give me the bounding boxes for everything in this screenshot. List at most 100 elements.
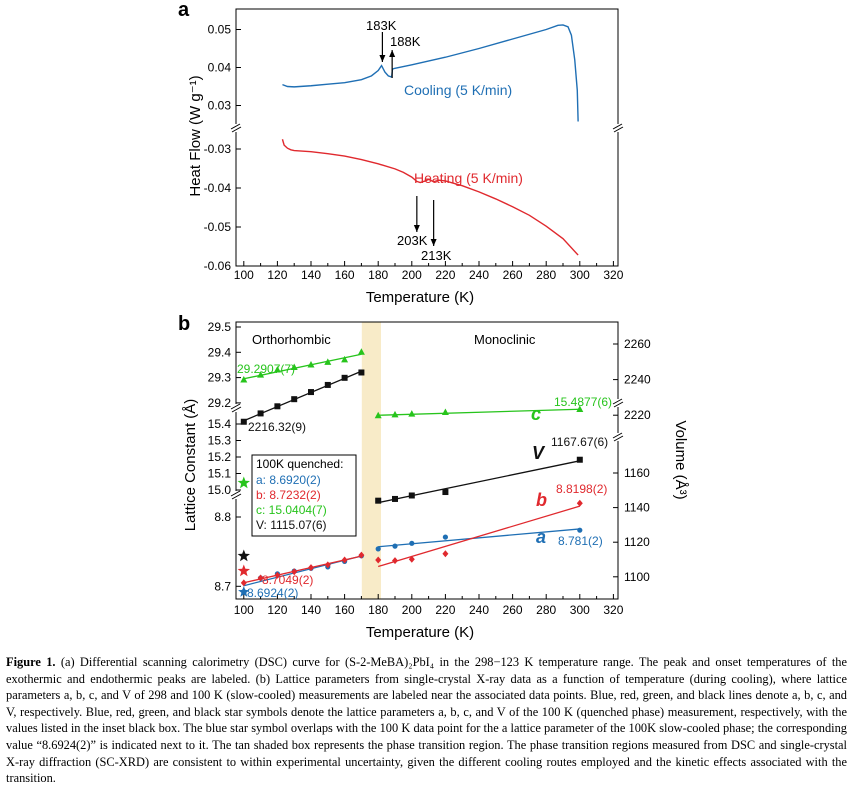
inset-title: 100K quenched: [256,457,343,471]
panel-a: a 100 120 140 160 180 200 220 240 260 280 300 320 0.… [178,0,624,306]
point-b [576,499,583,507]
inset-v: V: 1115.07(6) [256,518,327,532]
point-c [374,411,382,419]
axis-break-right-2-gap [613,433,623,441]
axis-break-left-slash [231,126,242,133]
panel-b-label: b [178,313,190,335]
x-tick-label: 260 [503,603,523,617]
inset-c: c: 15.0404(7) [256,503,327,517]
x-tick-label: 280 [536,268,556,282]
series-letter-b: b [536,490,547,510]
point-c [257,371,265,378]
panel-b-series [237,348,584,597]
panel-a-xlabel: Temperature (K) [366,289,474,306]
point-a [409,540,415,546]
point-V [274,403,281,410]
point-c [240,375,248,383]
axis-break-left-slash [230,123,241,130]
y-right-tick-label: 2240 [624,373,651,387]
point-c [324,358,332,365]
x-tick-label: 100 [234,268,254,282]
transition-region [361,322,381,599]
point-V [358,369,365,376]
point-b [408,555,415,563]
point-V [257,410,264,417]
axis-break-left-1-slash [230,403,241,410]
quenched-inset: 100K quenched: a: 8.6920(2) b: 8.7232(2)… [251,454,357,537]
y-right-tick-label: 1100 [624,570,650,584]
point-c [576,405,584,413]
panel-b-xlabel: Temperature (K) [366,624,474,641]
fit-line-a [378,528,580,548]
point-c [391,410,399,418]
y-right-tick-label: 1140 [624,501,650,515]
axis-break-left-1-gap [231,404,241,412]
x-tick-label: 160 [335,603,355,617]
x-tick-label: 260 [503,268,523,282]
x-tick-label: 320 [603,268,623,282]
y-left-tick-label: 15.0 [208,483,232,497]
y-left-tick-label: 29.5 [208,320,232,334]
axis-break-right-2-slash [612,432,623,439]
x-tick-label: 160 [335,268,355,282]
fit-line-c [243,353,362,380]
point-c [341,355,349,363]
star-b-quenched [237,564,250,577]
x-tick-label: 200 [402,268,422,282]
peak-213k-label: 213K [421,248,452,263]
point-V [375,497,382,504]
point-V [408,492,415,499]
series-letter-c: c [531,404,541,424]
point-V [341,374,348,381]
point-V [240,418,247,425]
panel-b-ylabel-right: Volume (Å³) [672,420,689,499]
panel-a-frame [235,8,619,267]
point-c [441,408,449,415]
heating-label: Heating (5 K/min) [414,170,523,186]
fit-line-b [378,505,580,568]
point-b [358,551,365,559]
star-v-quenched [237,549,250,562]
axis-break-right-slash [612,123,623,130]
arrow-213k-head [430,239,437,246]
fit-line-V [378,460,580,504]
star-c-quenched [237,476,250,489]
x-tick-label: 180 [368,268,388,282]
point-b [442,550,449,558]
x-tick-label: 120 [267,268,287,282]
x-tick-label: 300 [570,603,590,617]
cooling-curve [282,24,579,122]
panel-b-axes: 100 120 140 160 180 200 220 240 260 280 300 320 29.5… [208,320,651,617]
label-c-300: 15.4877(6) [554,395,612,409]
axis-break-right-1-slash [613,401,624,408]
caption-text: (a) Differential scanning calorimetry (D… [6,655,848,786]
axis-break-left-1-slash [231,406,242,413]
panel-a-axes: 100 120 140 160 180 200 220 240 260 280 300 320 0.05… [204,23,624,283]
y-left-tick-label: 8.7 [214,579,231,593]
figure: a 100 120 140 160 180 200 220 240 260 280 300 320 0.… [178,0,689,641]
x-tick-label: 120 [267,603,287,617]
point-c [290,363,298,370]
point-V [442,489,449,496]
y-tick-label: -0.03 [204,142,232,156]
axis-break-right-1-gap [613,399,623,407]
point-c [408,410,416,417]
inset-b: b: 8.7232(2) [256,488,321,502]
y-left-tick-label: 15.2 [208,450,232,464]
x-tick-label: 240 [469,268,489,282]
point-b [324,561,331,569]
point-a [442,534,448,540]
y-tick-label: -0.04 [204,181,232,195]
x-tick-label: 180 [368,603,388,617]
point-a [392,543,398,549]
point-b [375,556,382,564]
y-left-tick-label: 15.4 [208,417,232,431]
point-V [324,381,331,388]
label-v-300: 1167.67(6) [551,435,608,449]
x-tick-label: 200 [402,603,422,617]
panel-a-ylabel: Heat Flow (W g⁻¹) [187,75,204,196]
x-tick-label: 220 [435,603,455,617]
y-tick-label: -0.05 [204,220,232,234]
arrow-183k-head [379,55,386,62]
axis-break-left-gap [231,124,241,132]
